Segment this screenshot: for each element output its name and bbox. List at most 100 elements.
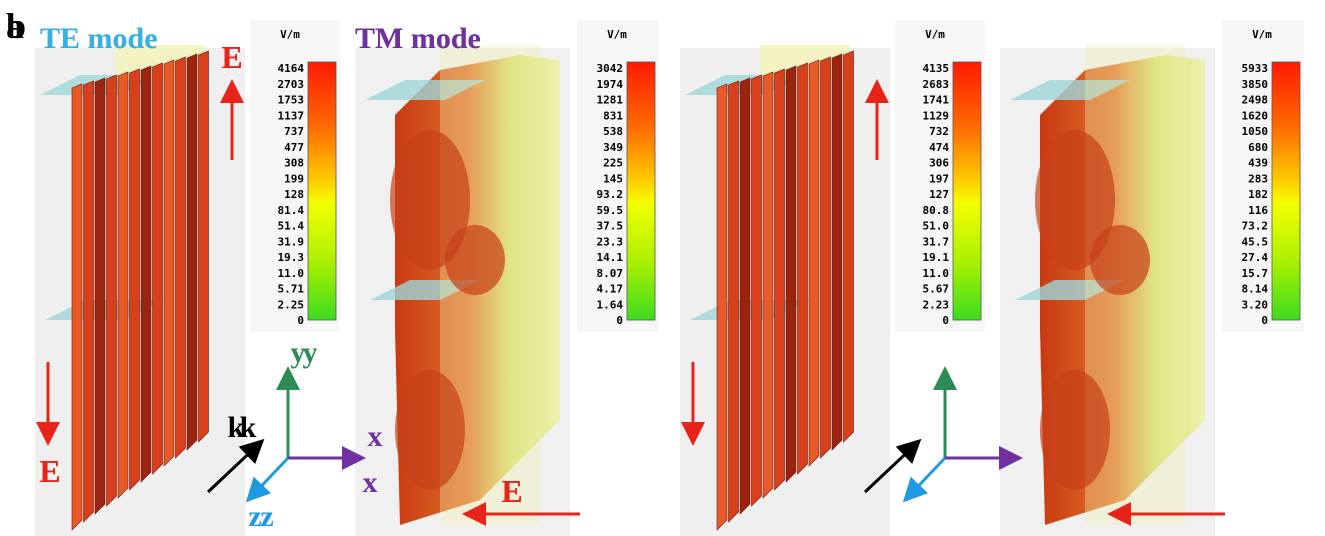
te-stripe: [729, 81, 739, 522]
colorbar-tick-label: 145: [603, 172, 623, 185]
colorbar-tick-label: 182: [1248, 188, 1268, 201]
colorbar-tick-label: 2498: [1242, 94, 1269, 107]
page: V/m416427031753113773747730819912881.451…: [0, 0, 1325, 536]
z-axis-label: z: [260, 500, 273, 533]
e-label: E: [221, 39, 242, 75]
te-stripe: [164, 60, 174, 466]
colorbar-tick-label: 737: [284, 125, 304, 138]
z-axis: [907, 458, 945, 498]
te-stripe: [153, 63, 163, 474]
colorbar: [953, 62, 981, 320]
colorbar-tick-label: 5.67: [923, 283, 950, 296]
colorbar-tick-label: 3042: [597, 62, 624, 75]
colorbar-unit: V/m: [280, 28, 300, 41]
colorbar-tick-label: 439: [1248, 157, 1268, 170]
colorbar-tick-label: 283: [1248, 172, 1268, 185]
field-hotspot: [445, 225, 505, 295]
colorbar-tick-label: 1974: [597, 78, 624, 91]
colorbar-tick-label: 1.64: [597, 298, 624, 311]
te-stripe: [752, 75, 762, 506]
field-hotspot: [1040, 370, 1110, 490]
colorbar-tick-label: 477: [284, 141, 304, 154]
te-stripe: [187, 54, 197, 450]
field-hotspot: [1090, 225, 1150, 295]
colorbar-tick-label: 127: [929, 188, 949, 201]
x-axis-label: x: [368, 420, 383, 453]
colorbar-tick-label: 2683: [923, 78, 950, 91]
colorbar-tick-label: 1281: [597, 94, 624, 107]
te-stripe: [107, 75, 117, 506]
colorbar-tick-label: 116: [1248, 204, 1268, 217]
colorbar-tick-label: 8.07: [597, 267, 624, 280]
colorbar-tick-label: 1137: [278, 109, 305, 122]
te-stripe: [72, 84, 82, 530]
te-stripe: [717, 84, 727, 530]
colorbar-tick-label: 0: [1261, 314, 1268, 327]
colorbar-tick-label: 199: [284, 172, 304, 185]
colorbar-tick-label: 538: [603, 125, 623, 138]
colorbar-tick-label: 197: [929, 172, 949, 185]
colorbar-tick-label: 81.4: [278, 204, 305, 217]
colorbar-unit: V/m: [925, 28, 945, 41]
te-stripe: [130, 69, 140, 490]
colorbar-tick-label: 15.7: [1242, 267, 1269, 280]
colorbar-tick-label: 1741: [923, 94, 950, 107]
figure: V/m416427031753113773747730819912881.451…: [0, 0, 1325, 536]
colorbar-tick-label: 225: [603, 157, 623, 170]
te-stripe: [95, 78, 105, 514]
y-axis-label: y: [303, 336, 318, 369]
colorbar-tick-label: 1050: [1242, 125, 1269, 138]
colorbar-tick-label: 59.5: [597, 204, 624, 217]
colorbar-tick-label: 680: [1248, 141, 1268, 154]
te-stripe: [740, 78, 750, 514]
te-stripe: [141, 66, 151, 482]
colorbar-tick-label: 93.2: [597, 188, 624, 201]
panel: V/m413526831741112973247430619712780.851…: [680, 20, 1304, 536]
te-stripe: [84, 81, 94, 522]
colorbar-tick-label: 19.1: [923, 251, 950, 264]
colorbar-tick-label: 1129: [923, 109, 950, 122]
colorbar-tick-label: 37.5: [597, 220, 624, 233]
colorbar-tick-label: 0: [616, 314, 623, 327]
colorbar-tick-label: 0: [297, 314, 304, 327]
te-stripe: [199, 51, 209, 442]
colorbar-tick-label: 14.1: [597, 251, 624, 264]
colorbar-tick-label: 3850: [1242, 78, 1269, 91]
colorbar-tick-label: 45.5: [1242, 235, 1269, 248]
tm-mode-title: TM mode: [355, 22, 481, 55]
colorbar-tick-label: 27.4: [1242, 251, 1269, 264]
colorbar-tick-label: 349: [603, 141, 623, 154]
colorbar-tick-label: 31.9: [278, 235, 305, 248]
k-label: k: [240, 411, 257, 444]
colorbar-tick-label: 4164: [278, 62, 305, 75]
colorbar-tick-label: 1753: [278, 94, 305, 107]
e-label: E: [39, 453, 60, 489]
colorbar-tick-label: 5933: [1242, 62, 1269, 75]
colorbar-tick-label: 1620: [1242, 109, 1269, 122]
colorbar-tick-label: 0: [942, 314, 949, 327]
colorbar-tick-label: 51.0: [923, 220, 950, 233]
colorbar: [1272, 62, 1300, 320]
e-label: E: [501, 473, 522, 509]
te-stripe: [844, 51, 854, 442]
colorbar-tick-label: 2703: [278, 78, 305, 91]
colorbar-tick-label: 5.71: [278, 283, 305, 296]
colorbar-tick-label: 2.25: [278, 298, 305, 311]
te-mode-title: TE mode: [40, 22, 158, 55]
panel-label: b: [6, 6, 26, 46]
field-hotspot: [395, 370, 465, 490]
colorbar: [627, 62, 655, 320]
colorbar-tick-label: 4.17: [597, 283, 624, 296]
panel: V/m416427031753113773747730819912881.451…: [35, 20, 659, 536]
colorbar-tick-label: 2.23: [923, 298, 950, 311]
colorbar-tick-label: 73.2: [1242, 220, 1269, 233]
colorbar-tick-label: 128: [284, 188, 304, 201]
te-stripe: [809, 60, 819, 466]
colorbar-tick-label: 51.4: [278, 220, 305, 233]
te-background: [680, 48, 890, 536]
colorbar-tick-label: 19.3: [278, 251, 305, 264]
colorbar-tick-label: 831: [603, 109, 623, 122]
colorbar-unit: V/m: [607, 28, 627, 41]
colorbar-unit: V/m: [1252, 28, 1272, 41]
colorbar-tick-label: 11.0: [923, 267, 950, 280]
